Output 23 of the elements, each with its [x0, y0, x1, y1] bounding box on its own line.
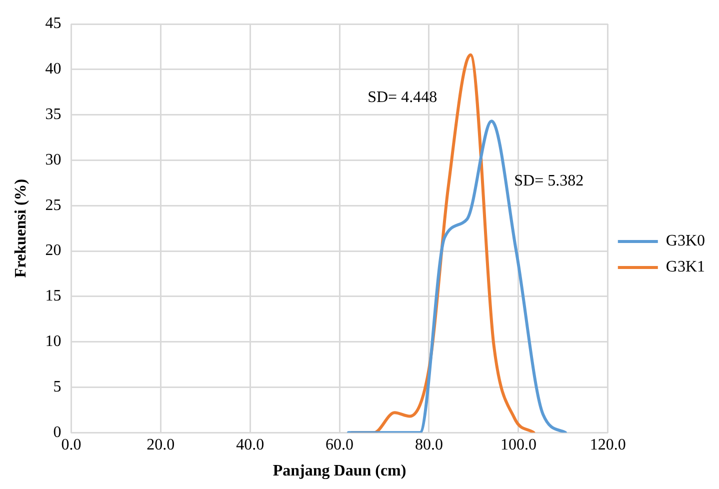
y-tick-label: 10	[45, 333, 62, 350]
x-tick-label: 20.0	[146, 436, 175, 454]
annotation: SD= 4.448	[368, 88, 438, 106]
y-axis-title: Frekuensi (%)	[12, 178, 30, 278]
legend-label: G3K1	[666, 258, 705, 276]
x-tick-label: 60.0	[326, 436, 354, 454]
x-tick-label: 80.0	[414, 436, 443, 454]
y-tick-label: 0	[53, 424, 62, 441]
y-tick-label: 5	[53, 378, 62, 396]
x-tick-label: 100.0	[500, 436, 536, 454]
y-tick-label: 40	[45, 60, 62, 78]
x-tick-label: 0.0	[61, 436, 82, 454]
x-axis-title: Panjang Daun (cm)	[272, 462, 406, 480]
legend-label: G3K0	[666, 232, 705, 250]
y-tick-label: 25	[45, 196, 62, 214]
y-tick-label: 35	[45, 106, 62, 124]
y-tick-label: 20	[45, 242, 62, 260]
x-tick-label: 40.0	[236, 436, 264, 454]
y-tick-label: 45	[45, 15, 62, 32]
x-tick-label: 120.0	[590, 436, 626, 454]
annotation: SD= 5.382	[514, 172, 584, 190]
y-tick-label: 15	[45, 288, 62, 305]
y-tick-label: 30	[45, 151, 62, 168]
